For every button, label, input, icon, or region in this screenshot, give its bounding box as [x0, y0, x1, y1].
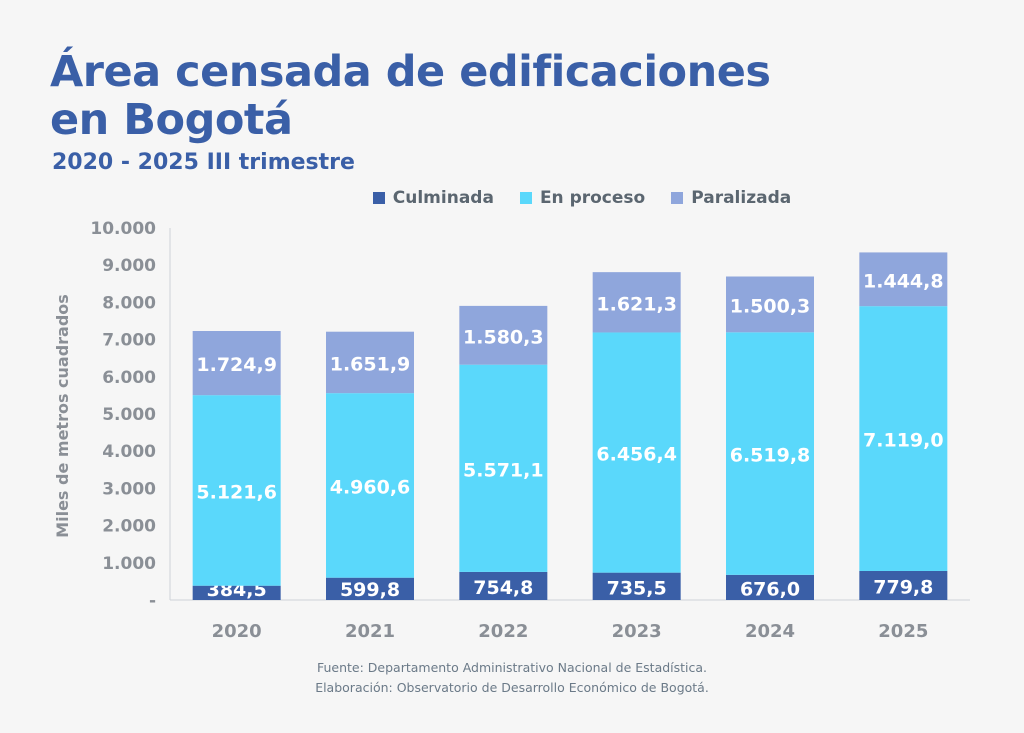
bar-segment-culminada: [592, 572, 681, 600]
data-label-paralizada: 1.724,9: [196, 354, 277, 376]
y-axis-label: Miles de metros cuadrados: [53, 294, 72, 538]
bar-segment-paralizada: [592, 272, 681, 333]
bar-segment-en-proceso: [326, 393, 414, 578]
x-tick-label: 2022: [478, 621, 528, 642]
data-label-culminada: 599,8: [340, 579, 400, 601]
data-label-culminada: 676,0: [740, 578, 800, 600]
bar-segment-en-proceso: [592, 332, 681, 573]
legend-swatch-paralizada: [671, 192, 684, 204]
y-tick-label: 8.000: [102, 293, 156, 313]
x-tick-label: 2021: [345, 621, 395, 642]
bar-segment-culminada: [726, 574, 814, 600]
y-tick-label: 10.000: [90, 219, 156, 239]
bar-segment-paralizada: [192, 331, 281, 396]
bar-segment-culminada: [859, 570, 948, 600]
y-tick-label: 5.000: [102, 405, 156, 425]
data-label-paralizada: 1.444,8: [863, 270, 944, 292]
chart-legend: Culminada En proceso Paralizada: [0, 188, 1024, 208]
x-tick-label: 2023: [612, 621, 662, 642]
bar-segment-en-proceso: [859, 306, 948, 571]
y-tick-label: 4.000: [102, 442, 156, 462]
legend-item-culminada: Culminada: [372, 188, 494, 208]
data-label-paralizada: 1.580,3: [463, 326, 544, 348]
legend-item-paralizada: Paralizada: [671, 188, 791, 208]
data-label-en-proceso: 5.121,6: [196, 481, 277, 503]
bar-segment-en-proceso: [726, 332, 814, 575]
chart-title-line1: Área censada de edificaciones: [50, 47, 771, 97]
y-tick-label: 2.000: [102, 517, 156, 537]
data-label-paralizada: 1.500,3: [730, 295, 811, 317]
chart-subtitle: 2020 - 2025 III trimestre: [52, 150, 355, 175]
credit-line: Elaboración: Observatorio de Desarrollo …: [315, 680, 709, 695]
chart-title-line2: en Bogotá: [50, 95, 293, 145]
bar-segment-en-proceso: [192, 395, 281, 586]
x-tick-label: 2025: [878, 621, 928, 642]
bar-segment-paralizada: [459, 305, 548, 365]
data-label-paralizada: 1.651,9: [330, 353, 411, 375]
legend-label-culminada: Culminada: [392, 188, 494, 208]
data-label-en-proceso: 6.519,8: [730, 445, 811, 467]
y-tick-label: 6.000: [102, 368, 156, 388]
data-label-paralizada: 1.621,3: [596, 293, 677, 315]
legend-label-paralizada: Paralizada: [691, 188, 792, 208]
bar-segment-en-proceso: [459, 364, 548, 572]
bar-segment-culminada: [459, 571, 548, 600]
bar-segment-culminada: [192, 585, 281, 600]
y-tick-label: 7.000: [102, 331, 156, 351]
data-label-culminada: 754,8: [473, 577, 533, 599]
legend-swatch-culminada: [372, 192, 385, 204]
source-line: Fuente: Departamento Administrativo Naci…: [316, 660, 708, 675]
legend-swatch-en-proceso: [519, 192, 532, 204]
data-label-culminada: 779,8: [873, 576, 933, 598]
bar-segment-culminada: [326, 577, 414, 600]
data-label-en-proceso: 7.119,0: [863, 430, 944, 452]
legend-item-en-proceso: En proceso: [519, 188, 646, 208]
y-tick-label: 3.000: [102, 479, 156, 499]
legend-label-en-proceso: En proceso: [539, 188, 646, 208]
chart-source: Fuente: Departamento Administrativo Naci…: [0, 658, 1024, 698]
chart-title: Área censada de edificaciones en Bogotá: [50, 48, 810, 144]
data-label-en-proceso: 4.960,6: [330, 476, 411, 498]
bar-segment-paralizada: [726, 276, 814, 333]
data-label-culminada: 735,5: [607, 577, 667, 599]
y-tick-label: -: [149, 591, 156, 611]
x-tick-label: 2024: [745, 621, 795, 642]
x-tick-label: 2020: [212, 621, 262, 642]
y-tick-label: 1.000: [102, 554, 156, 574]
data-label-en-proceso: 6.456,4: [596, 444, 677, 466]
data-label-en-proceso: 5.571,1: [463, 459, 544, 481]
bar-segment-paralizada: [326, 331, 414, 394]
bar-segment-paralizada: [859, 252, 948, 307]
y-tick-label: 9.000: [102, 256, 156, 276]
